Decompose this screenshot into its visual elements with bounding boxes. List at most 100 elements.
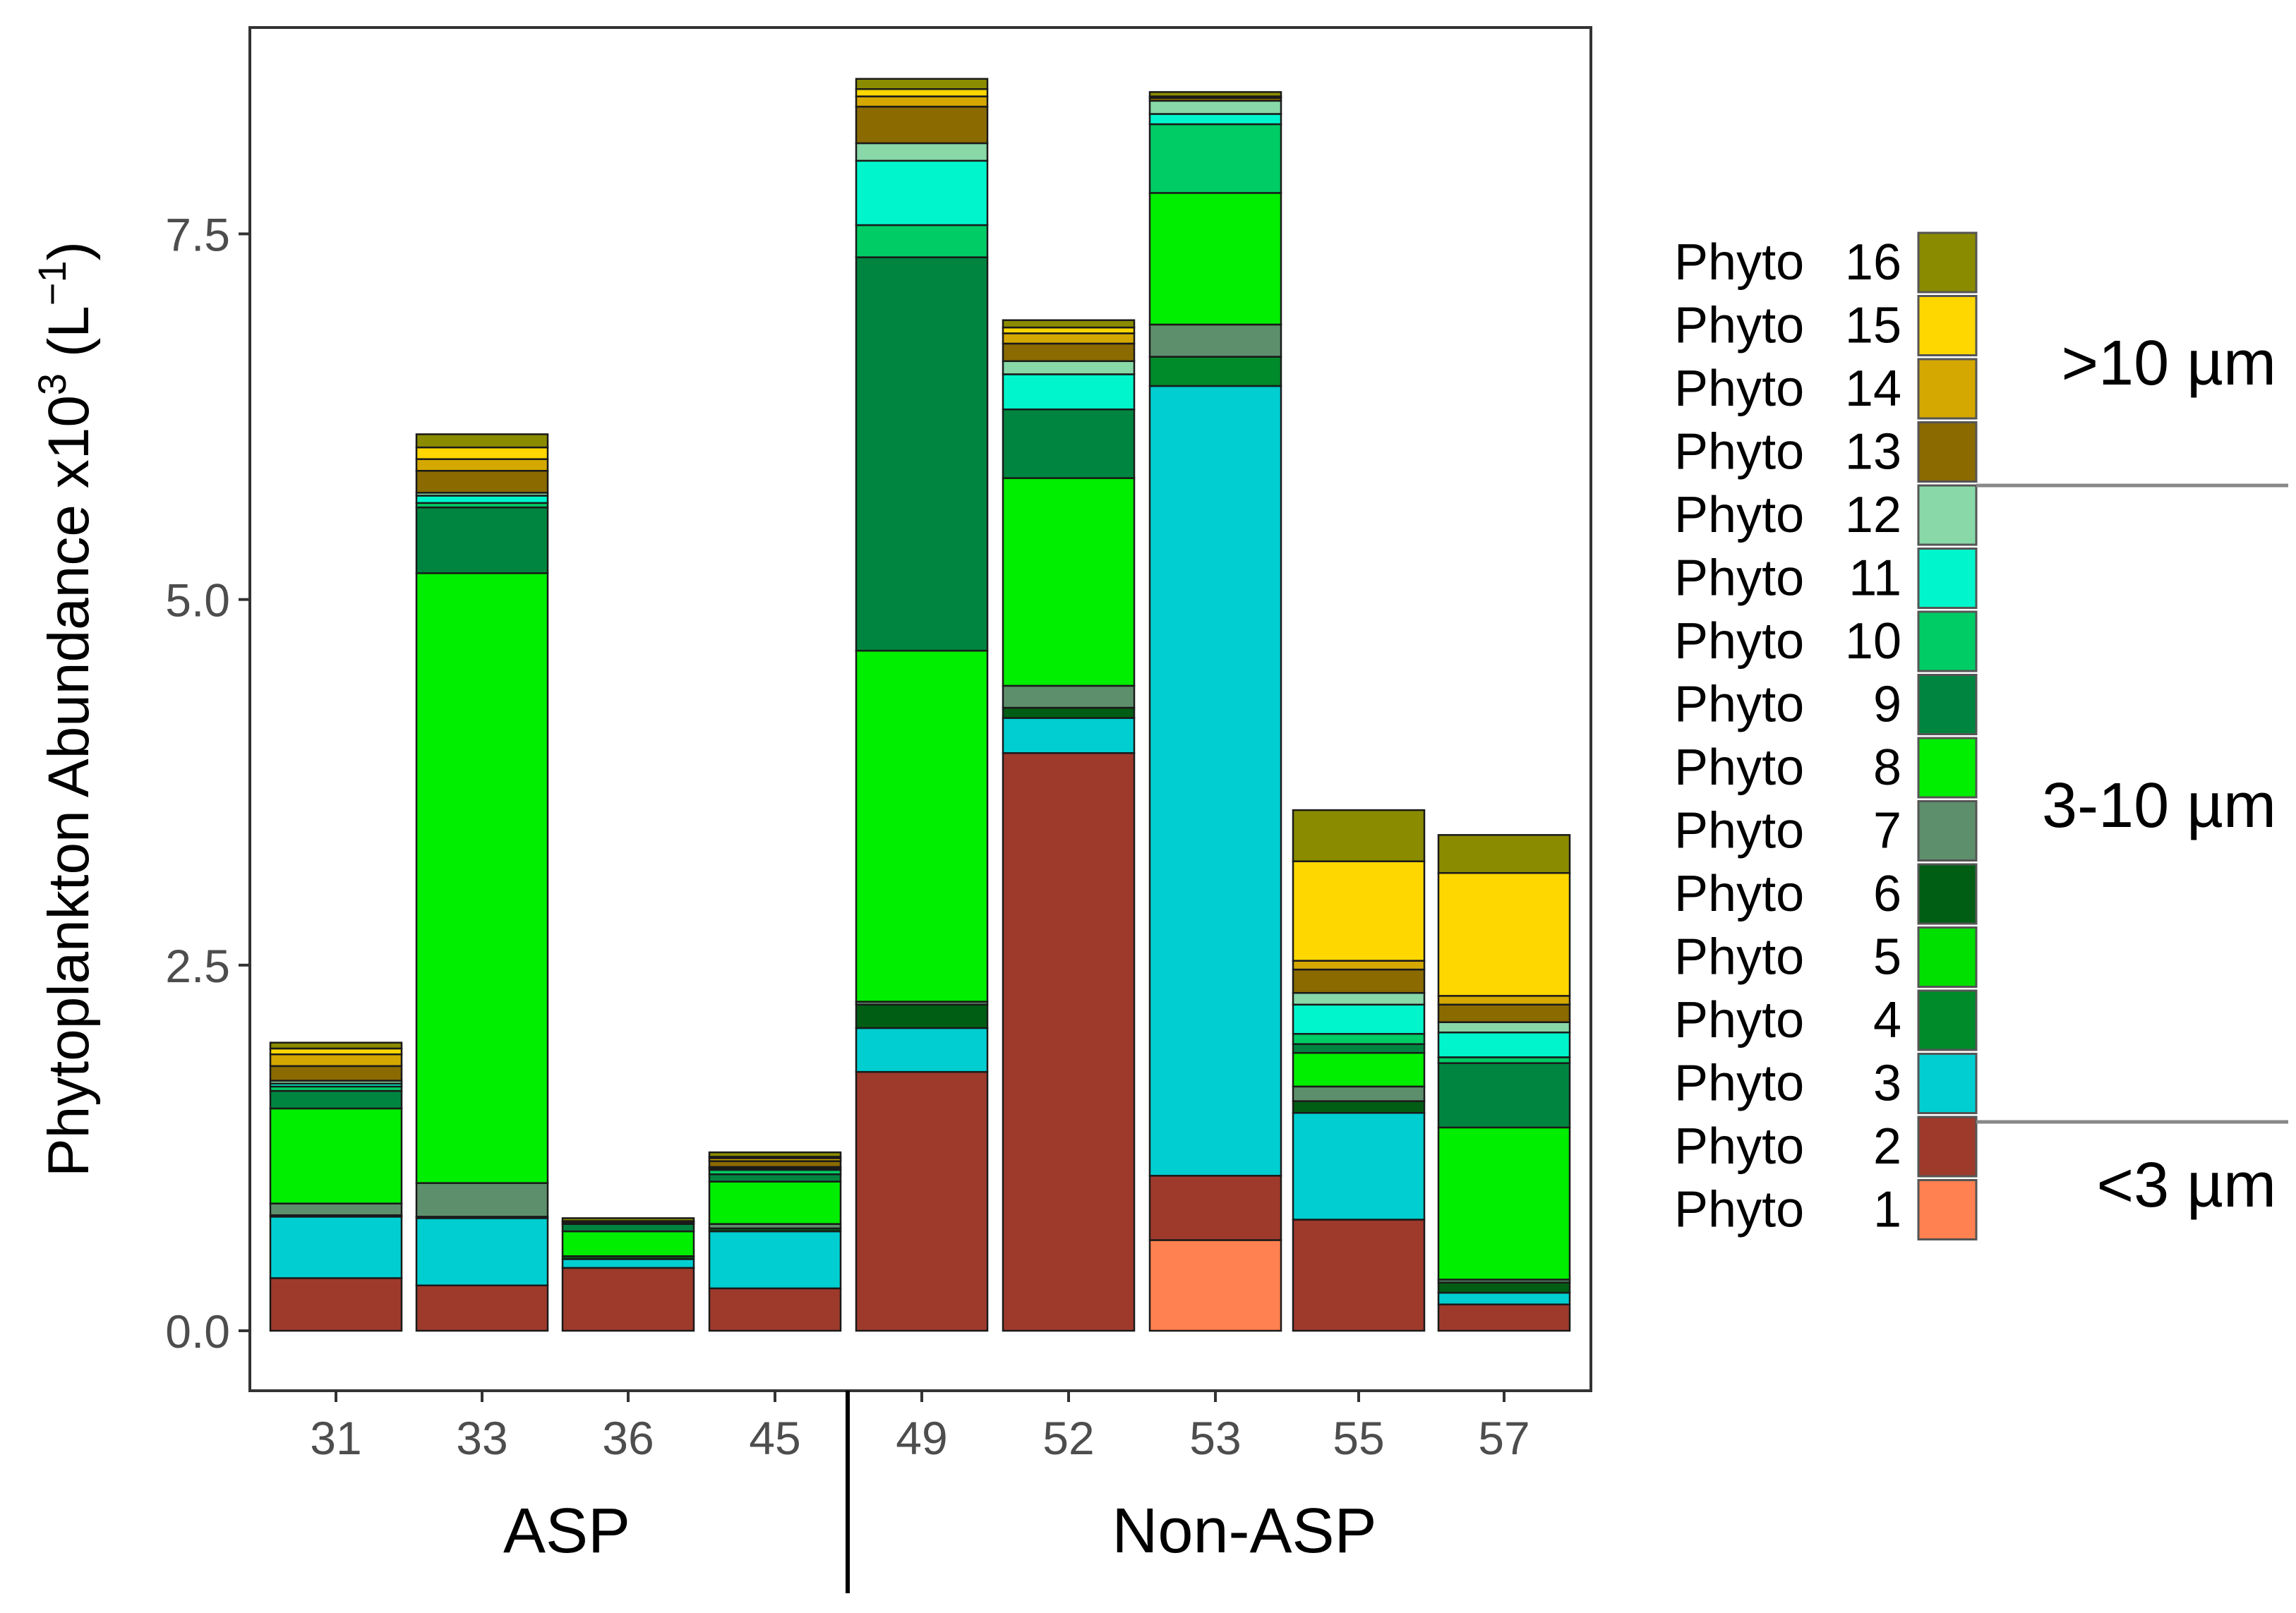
y-tick-label: 2.5 bbox=[165, 940, 230, 992]
legend-swatch bbox=[1917, 610, 1978, 672]
bar-segment-33-phyto-8 bbox=[415, 572, 549, 1184]
bar-segment-36-phyto-2 bbox=[561, 1267, 695, 1332]
bar-segment-33-phyto-13 bbox=[415, 469, 549, 494]
bar-segment-31-phyto-14 bbox=[269, 1053, 403, 1068]
bar-segment-57-phyto-15 bbox=[1437, 871, 1571, 997]
legend-swatch bbox=[1917, 926, 1978, 988]
group-labels: ASP Non-ASP bbox=[503, 1391, 1377, 1593]
bar-segment-55-phyto-8 bbox=[1292, 1051, 1426, 1088]
legend-item-phyto-11: Phyto 11 bbox=[1674, 548, 1978, 609]
bar-segment-36-phyto-16 bbox=[561, 1217, 695, 1222]
bar-segment-33-phyto-16 bbox=[415, 433, 549, 449]
bar-stack-45 bbox=[708, 1151, 842, 1332]
legend-number: 8 bbox=[1873, 739, 1901, 796]
legend-item-phyto-10: Phyto 10 bbox=[1674, 610, 1978, 672]
legend-number: 10 bbox=[1845, 613, 1901, 670]
x-tick-label: 33 bbox=[456, 1412, 507, 1464]
bar-segment-52-phyto-2 bbox=[1002, 752, 1136, 1332]
bar-segment-52-phyto-9 bbox=[1002, 408, 1136, 479]
legend-label: Phyto bbox=[1674, 1118, 1804, 1175]
bar-segment-36-phyto-9 bbox=[561, 1223, 695, 1233]
legend-item-phyto-4: Phyto 4 bbox=[1674, 989, 1978, 1051]
x-tick-label: 36 bbox=[602, 1412, 654, 1464]
bar-segment-49-phyto-14 bbox=[855, 95, 989, 108]
bar-segment-45-phyto-9 bbox=[708, 1173, 842, 1183]
bar-segment-57-phyto-2 bbox=[1437, 1303, 1571, 1332]
bar-segment-55-phyto-9 bbox=[1292, 1043, 1426, 1054]
legend-item-phyto-2: Phyto 2 bbox=[1674, 1116, 1978, 1178]
bar-segment-57-phyto-13 bbox=[1437, 1003, 1571, 1023]
bar-segment-53-phyto-12 bbox=[1148, 99, 1282, 115]
legend-swatch bbox=[1917, 295, 1978, 356]
bar-segment-36-phyto-8 bbox=[561, 1230, 695, 1257]
legend-label: Phyto bbox=[1674, 992, 1804, 1049]
bar-segment-36-phyto-3 bbox=[561, 1258, 695, 1269]
legend-label: Phyto bbox=[1674, 550, 1804, 607]
legend-label: Phyto bbox=[1674, 613, 1804, 670]
x-axis: 31 33 36 45 49 52 53 55 57 bbox=[310, 1391, 1530, 1464]
bar-segment-53-phyto-2 bbox=[1148, 1175, 1282, 1241]
legend-swatch bbox=[1917, 989, 1978, 1051]
bar-segment-55-phyto-16 bbox=[1292, 809, 1426, 862]
y-axis-title: Phytoplankton Abundance x103 (L−1) bbox=[30, 241, 101, 1177]
bar-segment-49-phyto-10 bbox=[855, 224, 989, 258]
legend-item-phyto-6: Phyto 6 bbox=[1674, 863, 1978, 925]
bar-segment-57-phyto-14 bbox=[1437, 995, 1571, 1006]
bar-segment-49-phyto-12 bbox=[855, 142, 989, 162]
y-axis-title-unit-exponent: −1 bbox=[30, 260, 74, 306]
bar-segment-52-phyto-13 bbox=[1002, 342, 1136, 363]
bar-segment-55-phyto-15 bbox=[1292, 860, 1426, 962]
y-axis-title-unit: (L bbox=[37, 306, 101, 373]
legend-number: 7 bbox=[1873, 803, 1901, 859]
legend-item-phyto-7: Phyto 7 bbox=[1674, 800, 1978, 862]
bar-segment-57-phyto-9 bbox=[1437, 1062, 1571, 1129]
size-class-label: <3 µm bbox=[2097, 1150, 2276, 1221]
legend-item-phyto-14: Phyto 14 bbox=[1674, 358, 1978, 420]
bar-stack-57 bbox=[1437, 834, 1571, 1332]
legend-number: 12 bbox=[1845, 487, 1901, 543]
legend-swatch bbox=[1917, 484, 1978, 546]
bar-segment-55-phyto-6 bbox=[1292, 1100, 1426, 1114]
bars-layer bbox=[269, 78, 1571, 1332]
bar-stack-49 bbox=[855, 78, 989, 1332]
legend-item-phyto-9: Phyto 9 bbox=[1674, 674, 1978, 735]
legend-swatch bbox=[1917, 674, 1978, 735]
bar-segment-55-phyto-10 bbox=[1292, 1032, 1426, 1045]
legend-number: 13 bbox=[1845, 424, 1901, 481]
bar-segment-49-phyto-15 bbox=[855, 88, 989, 97]
bar-segment-57-phyto-11 bbox=[1437, 1031, 1571, 1058]
bar-segment-55-phyto-12 bbox=[1292, 991, 1426, 1006]
bar-segment-53-phyto-1 bbox=[1148, 1239, 1282, 1332]
legend-number: 9 bbox=[1873, 677, 1901, 733]
bar-segment-52-phyto-7 bbox=[1002, 684, 1136, 709]
legend-swatch bbox=[1917, 1179, 1978, 1240]
bar-segment-45-phyto-8 bbox=[708, 1180, 842, 1225]
bar-segment-45-phyto-16 bbox=[708, 1151, 842, 1158]
bar-stack-36 bbox=[561, 1217, 695, 1332]
bar-segment-55-phyto-13 bbox=[1292, 968, 1426, 994]
legend-label: Phyto bbox=[1674, 361, 1804, 417]
bar-segment-33-phyto-7 bbox=[415, 1182, 549, 1218]
legend-label: Phyto bbox=[1674, 866, 1804, 922]
y-axis-title-main: Phytoplankton Abundance x10 bbox=[37, 395, 101, 1177]
bar-segment-31-phyto-8 bbox=[269, 1107, 403, 1204]
legend-number: 2 bbox=[1873, 1118, 1901, 1175]
bar-segment-33-phyto-14 bbox=[415, 458, 549, 472]
legend-swatch bbox=[1917, 1053, 1978, 1114]
legend-number: 5 bbox=[1873, 929, 1901, 986]
legend-number: 6 bbox=[1873, 866, 1901, 922]
legend-label: Phyto bbox=[1674, 803, 1804, 859]
legend-item-phyto-5: Phyto 5 bbox=[1674, 926, 1978, 988]
bar-segment-57-phyto-16 bbox=[1437, 834, 1571, 874]
bar-segment-49-phyto-16 bbox=[855, 78, 989, 90]
x-tick-label: 57 bbox=[1478, 1412, 1529, 1464]
legend-swatch bbox=[1917, 358, 1978, 420]
x-tick-label: 53 bbox=[1189, 1412, 1241, 1464]
bar-segment-53-phyto-3 bbox=[1148, 385, 1282, 1177]
legend-label: Phyto bbox=[1674, 739, 1804, 796]
legend-swatch bbox=[1917, 231, 1978, 294]
bar-stack-52 bbox=[1002, 319, 1136, 1332]
legend-label: Phyto bbox=[1674, 234, 1804, 291]
legend-number: 15 bbox=[1845, 298, 1901, 354]
